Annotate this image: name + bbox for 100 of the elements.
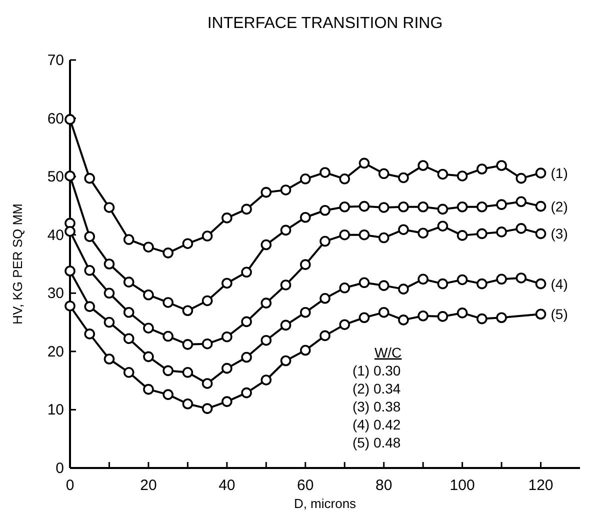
point	[64, 300, 76, 312]
point	[143, 289, 154, 300]
point	[202, 378, 213, 389]
point	[320, 330, 330, 342]
x-tick-label: 20	[140, 477, 157, 494]
point	[300, 259, 311, 270]
point	[280, 355, 292, 366]
x-tick-label: 0	[66, 477, 74, 494]
y-tick-label: 20	[47, 343, 64, 360]
y-tick-label: 0	[56, 460, 64, 477]
point	[280, 224, 292, 236]
point	[104, 288, 115, 299]
point	[202, 403, 213, 414]
point	[143, 242, 154, 252]
point	[456, 308, 468, 318]
point	[496, 226, 507, 238]
y-tick-label: 50	[47, 168, 64, 186]
point	[437, 220, 448, 232]
annotation: (5) 0.48	[352, 434, 401, 450]
point	[456, 274, 468, 286]
point	[280, 280, 292, 290]
point	[182, 305, 194, 316]
x-tick-label: 40	[218, 477, 236, 494]
point	[143, 384, 154, 395]
point	[476, 313, 488, 324]
point	[182, 238, 194, 249]
y-tick-label: 40	[47, 226, 64, 244]
point	[437, 168, 448, 180]
point	[516, 172, 527, 184]
chart-title: INTERFACE TRANSITION RING	[207, 15, 443, 32]
point	[202, 295, 213, 306]
point	[260, 334, 272, 346]
point	[143, 351, 154, 362]
point	[162, 248, 174, 258]
annotation: (3) 0.38	[352, 398, 401, 414]
point	[378, 280, 390, 291]
point	[260, 239, 272, 250]
point	[162, 365, 174, 376]
series-label: (5)	[550, 306, 568, 322]
point	[241, 316, 252, 328]
point	[456, 230, 468, 241]
point	[418, 160, 428, 171]
point	[320, 167, 330, 178]
series-label: (1)	[550, 165, 568, 182]
point	[339, 174, 350, 184]
point	[241, 352, 252, 363]
point	[496, 312, 507, 324]
point	[476, 278, 488, 290]
point	[143, 322, 154, 334]
point	[358, 229, 370, 240]
point	[260, 186, 272, 198]
point	[84, 172, 96, 184]
point	[280, 320, 292, 331]
annotation: W/C	[374, 344, 402, 360]
x-tick-label: 60	[297, 477, 314, 494]
point	[182, 367, 194, 378]
point	[378, 232, 390, 244]
point	[320, 292, 330, 304]
point	[358, 277, 370, 288]
point	[378, 306, 390, 318]
point	[123, 333, 134, 344]
x-tick-label: 100	[450, 477, 475, 494]
point	[378, 168, 390, 180]
point	[222, 362, 232, 374]
point	[339, 282, 350, 294]
point	[476, 164, 488, 174]
point	[260, 374, 272, 386]
point	[222, 278, 232, 289]
point	[339, 229, 350, 240]
point	[418, 228, 428, 239]
y-tick-label: 70	[47, 52, 64, 69]
point	[300, 306, 311, 318]
point	[496, 199, 507, 210]
point	[358, 158, 370, 169]
point	[123, 306, 134, 318]
point	[535, 200, 546, 212]
point	[182, 339, 194, 350]
point	[476, 201, 488, 212]
point	[378, 202, 390, 213]
annotation: (4) 0.42	[352, 416, 401, 432]
annotation: (2) 0.34	[352, 380, 401, 396]
point	[476, 228, 488, 240]
point	[64, 266, 76, 276]
point	[418, 274, 428, 285]
point	[320, 236, 330, 247]
point	[339, 201, 350, 212]
point	[535, 278, 546, 290]
point	[123, 276, 134, 288]
point	[182, 398, 194, 410]
point	[202, 230, 213, 242]
point	[535, 168, 546, 178]
point	[398, 224, 409, 236]
point	[300, 212, 311, 223]
point	[535, 308, 546, 320]
point	[496, 160, 507, 171]
series-label: (2)	[550, 198, 568, 214]
point	[84, 328, 96, 340]
point	[516, 196, 527, 208]
x-tick-label: 80	[376, 477, 392, 494]
point	[280, 184, 292, 196]
